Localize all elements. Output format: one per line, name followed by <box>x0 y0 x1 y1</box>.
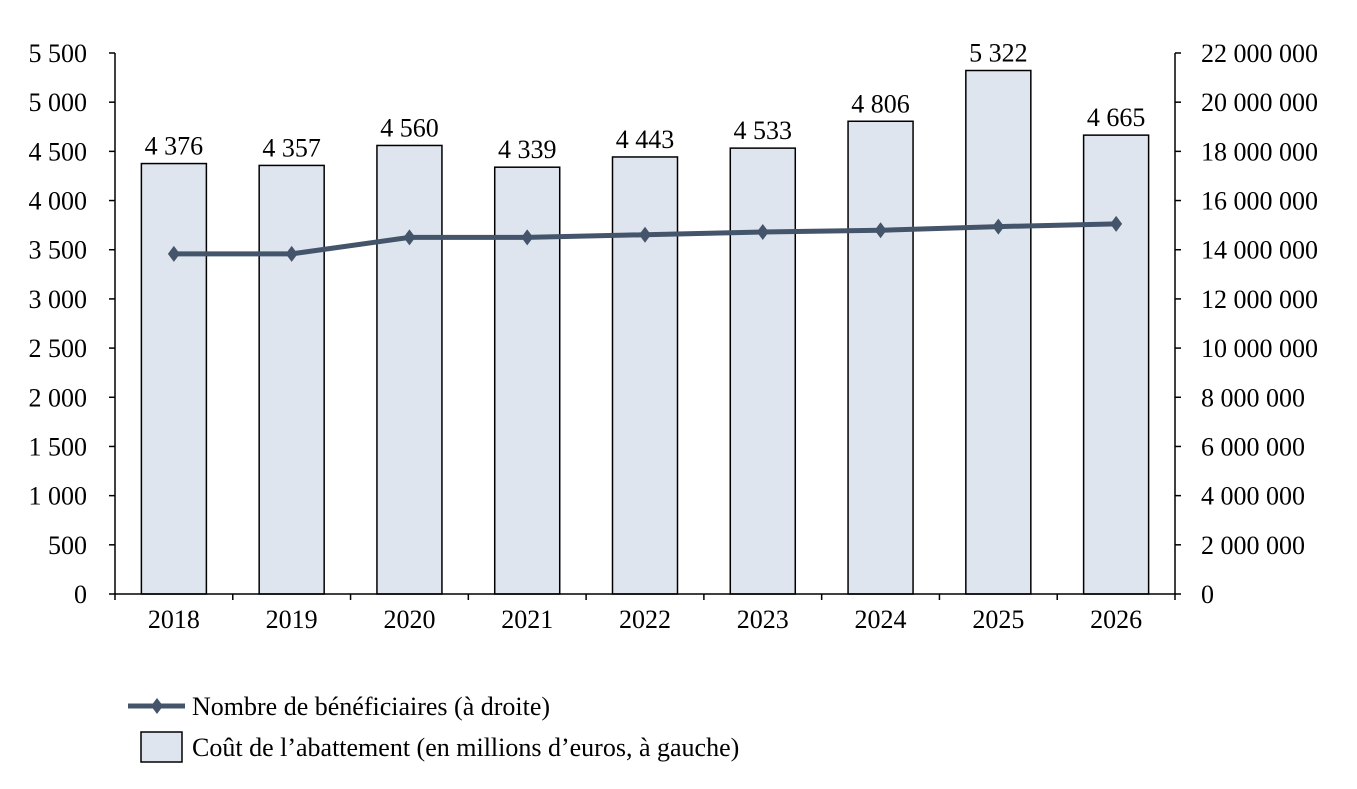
left-tick-label: 1 000 <box>29 482 88 511</box>
line-point-2021 <box>521 229 534 246</box>
line-point-2020 <box>403 229 416 246</box>
left-tick-label: 4 500 <box>29 137 88 166</box>
bar-2026 <box>1082 134 1150 595</box>
left-tick-label: 0 <box>74 580 87 609</box>
left-tick-label: 2 500 <box>29 334 88 363</box>
legend-label-line: Nombre de bénéficiaires (à droite) <box>192 692 550 721</box>
left-tick-label: 1 500 <box>29 432 88 461</box>
bar-2022 <box>611 156 679 595</box>
left-tick-label: 3 000 <box>29 285 88 314</box>
bar-2018 <box>140 162 208 595</box>
bar-data-label: 4 806 <box>851 89 910 118</box>
x-tick-label: 2018 <box>148 605 200 634</box>
x-tick-label: 2024 <box>855 605 907 634</box>
line-point-2025 <box>992 218 1005 235</box>
left-tick-label: 3 500 <box>29 236 88 265</box>
bar-2025 <box>965 69 1032 595</box>
legend-label-bar: Coût de l’abattement (en millions d’euro… <box>192 733 739 762</box>
bar-data-label: 4 376 <box>145 132 204 161</box>
right-tick-label: 0 <box>1201 580 1214 609</box>
right-tick-label: 20 000 000 <box>1201 88 1318 117</box>
left-tick-label: 2 000 <box>29 383 88 412</box>
line-point-2022 <box>639 226 651 243</box>
bar-data-label: 5 322 <box>969 39 1028 68</box>
right-tick-label: 12 000 000 <box>1201 285 1318 314</box>
x-tick-label: 2019 <box>266 605 318 634</box>
bar-2023 <box>729 147 797 595</box>
bar-2024 <box>847 120 914 595</box>
legend-bar-swatch <box>140 731 183 763</box>
bar-data-label: 4 560 <box>380 113 439 142</box>
right-tick-label: 22 000 000 <box>1201 39 1318 68</box>
x-tick-label: 2022 <box>619 605 671 634</box>
bar-2019 <box>258 164 325 595</box>
line-point-2026 <box>1110 215 1123 232</box>
left-tick-label: 5 000 <box>29 88 88 117</box>
line-point-2024 <box>874 222 887 239</box>
x-tick-label: 2021 <box>501 605 553 634</box>
right-tick-label: 4 000 000 <box>1201 482 1305 511</box>
line-point-2023 <box>756 224 769 241</box>
line-point-2019 <box>285 245 298 262</box>
bar-data-label: 4 533 <box>734 116 793 145</box>
bar-2020 <box>376 144 443 595</box>
legend-diamond-icon <box>151 698 163 714</box>
right-tick-label: 16 000 000 <box>1201 187 1318 216</box>
bar-data-label: 4 357 <box>262 133 321 162</box>
right-tick-label: 2 000 000 <box>1201 531 1305 560</box>
bar-data-label: 4 339 <box>498 135 557 164</box>
bar-data-label: 4 443 <box>616 125 675 154</box>
x-tick-label: 2023 <box>737 605 789 634</box>
x-tick-label: 2026 <box>1090 605 1142 634</box>
x-tick-label: 2025 <box>972 605 1024 634</box>
x-tick-label: 2020 <box>383 605 435 634</box>
bar-data-label: 4 665 <box>1087 103 1146 132</box>
line-point-2018 <box>167 245 180 262</box>
right-tick-label: 18 000 000 <box>1201 137 1318 166</box>
right-tick-label: 10 000 000 <box>1201 334 1318 363</box>
right-tick-label: 6 000 000 <box>1201 432 1305 461</box>
right-tick-label: 8 000 000 <box>1201 383 1305 412</box>
left-tick-label: 5 500 <box>29 39 88 68</box>
left-tick-label: 500 <box>48 531 87 560</box>
right-tick-label: 14 000 000 <box>1201 236 1318 265</box>
left-tick-label: 4 000 <box>29 187 88 216</box>
